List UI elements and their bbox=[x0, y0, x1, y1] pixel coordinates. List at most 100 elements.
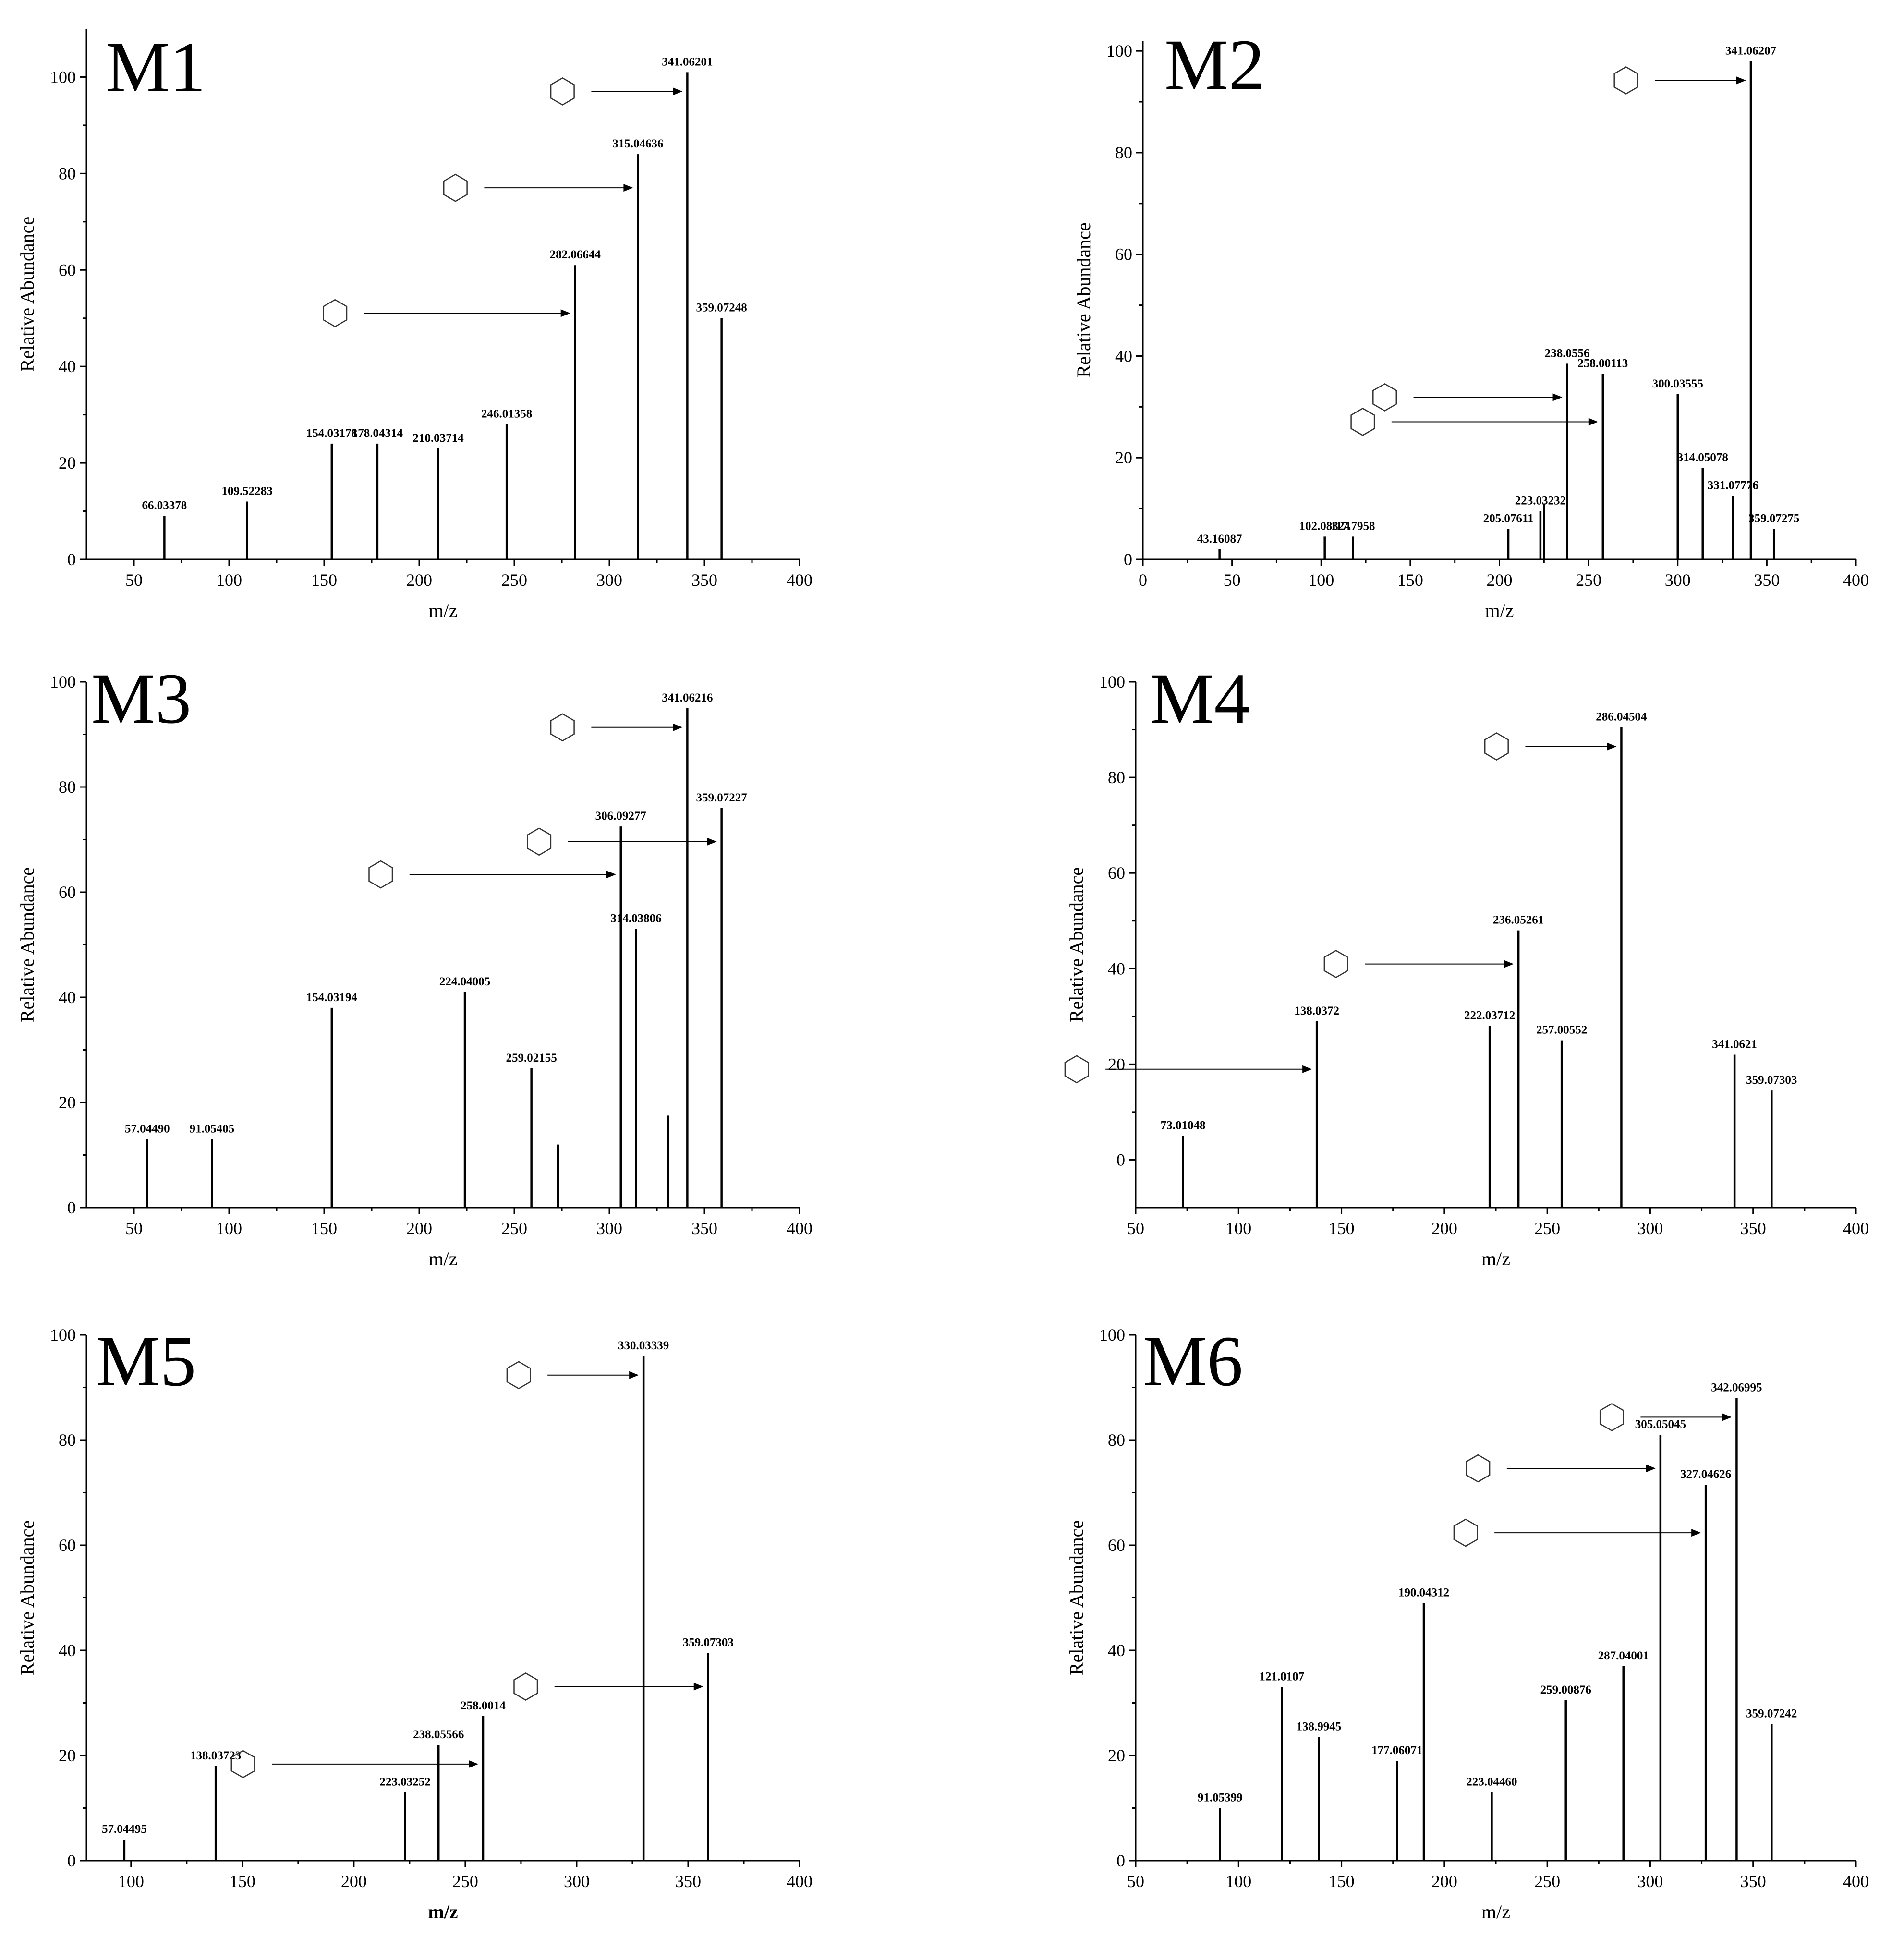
x-tick-label: 300 bbox=[1665, 570, 1691, 590]
peak-label: 236.05261 bbox=[1493, 914, 1544, 927]
peak-label: 154.03194 bbox=[306, 991, 358, 1004]
benzene-ring-icon bbox=[506, 1361, 531, 1390]
peak-label: 259.02155 bbox=[506, 1052, 557, 1065]
annotation-arrowhead-icon bbox=[673, 723, 683, 731]
annotation-arrowhead-icon bbox=[1302, 1065, 1312, 1073]
y-tick-label: 20 bbox=[1108, 1054, 1125, 1074]
annotation-arrowhead-icon bbox=[1646, 1465, 1656, 1473]
benzene-ring-icon bbox=[323, 299, 348, 327]
y-tick-label: 80 bbox=[1108, 1430, 1125, 1450]
peak-label: 342.06995 bbox=[1711, 1381, 1762, 1394]
y-tick-label: 20 bbox=[59, 1093, 76, 1112]
annotation-arrowhead-icon bbox=[606, 871, 616, 879]
y-tick-label: 20 bbox=[1115, 448, 1132, 467]
annotation-arrowhead-icon bbox=[707, 837, 717, 846]
annotation-arrowhead-icon bbox=[673, 87, 683, 96]
peak-label: 73.01048 bbox=[1161, 1119, 1206, 1132]
annotation-arrowhead-icon bbox=[560, 309, 570, 317]
panel-m3: 50 100 150 200 250 300 350 400 0 20 40 60 80 100 m/z Re… bbox=[16, 659, 813, 1270]
x-tick-label: 150 bbox=[311, 1219, 337, 1238]
x-tick-label: 200 bbox=[406, 570, 432, 590]
annotation-arrowhead-icon bbox=[1736, 76, 1746, 85]
x-tick-label: 350 bbox=[1740, 1219, 1766, 1238]
x-tick-label: 150 bbox=[1329, 1219, 1355, 1238]
x-tick-label: 400 bbox=[1843, 1219, 1869, 1238]
fragment-structure-icon bbox=[1599, 1403, 1732, 1431]
x-tick-label: 350 bbox=[675, 1872, 701, 1891]
peak-label: 57.04490 bbox=[125, 1123, 170, 1136]
peak-label: 341.06207 bbox=[1725, 44, 1776, 57]
peak-label: 341.06216 bbox=[662, 691, 713, 704]
y-tick-label: 80 bbox=[1115, 143, 1132, 162]
x-tick-label: 0 bbox=[1139, 570, 1147, 590]
annotation-arrowhead-icon bbox=[1607, 742, 1617, 751]
fragment-structure-icon bbox=[1613, 66, 1746, 95]
fragment-structure-icon bbox=[1466, 1454, 1656, 1483]
y-tick-label: 40 bbox=[59, 1641, 76, 1660]
peak-label: 154.03178 bbox=[306, 427, 357, 440]
x-tick-label: 300 bbox=[564, 1872, 590, 1891]
x-tick-label: 250 bbox=[1534, 1219, 1560, 1238]
benzene-ring-icon bbox=[1064, 1055, 1089, 1084]
peak-label: 138.03723 bbox=[190, 1749, 241, 1762]
fragment-structure-icon bbox=[1064, 1055, 1312, 1084]
benzene-ring-icon bbox=[1323, 950, 1348, 979]
fragment-structure-icon bbox=[506, 1361, 639, 1390]
peak-label: 287.04001 bbox=[1598, 1649, 1649, 1662]
peak-label: 138.0372 bbox=[1294, 1005, 1339, 1017]
x-tick-label: 100 bbox=[216, 1219, 242, 1238]
x-tick-label: 50 bbox=[1127, 1219, 1144, 1238]
x-tick-label: 50 bbox=[125, 1219, 143, 1238]
peak-label: 246.01358 bbox=[481, 408, 532, 421]
x-tick-label: 200 bbox=[406, 1219, 432, 1238]
x-tick-label: 50 bbox=[1127, 1872, 1144, 1891]
x-tick-label: 100 bbox=[1225, 1219, 1251, 1238]
x-tick-label: 350 bbox=[1754, 570, 1780, 590]
y-tick-label: 60 bbox=[1108, 1536, 1125, 1555]
y-tick-label: 100 bbox=[50, 1325, 76, 1344]
x-axis-title: m/z bbox=[1481, 1248, 1510, 1270]
annotation-arrowhead-icon bbox=[1504, 960, 1514, 968]
peak-label: 205.07611 bbox=[1483, 512, 1534, 525]
y-tick-label: 60 bbox=[59, 260, 76, 279]
y-tick-label: 40 bbox=[1108, 959, 1125, 978]
peak-label: 223.03252 bbox=[379, 1776, 430, 1789]
peak-label: 341.06201 bbox=[662, 55, 713, 68]
peak-label: 257.00552 bbox=[1536, 1024, 1587, 1037]
peak-label: 359.07242 bbox=[1746, 1707, 1797, 1720]
x-tick-label: 50 bbox=[125, 570, 143, 590]
y-tick-label: 100 bbox=[1099, 672, 1125, 691]
panel-m4: 50 100 150 200 250 300 350 400 0 20 40 60 80 100 m/z Re… bbox=[1064, 659, 1869, 1270]
fragment-structure-icon bbox=[230, 1750, 479, 1779]
benzene-ring-icon bbox=[368, 860, 393, 889]
panel-m6: 50 100 150 200 250 300 350 400 0 20 40 60 80 100 m/z Re… bbox=[1066, 1321, 1869, 1923]
annotation-arrowhead-icon bbox=[623, 184, 633, 192]
y-tick-label: 0 bbox=[67, 550, 76, 569]
peak-label: 314.03806 bbox=[610, 912, 661, 925]
fragment-structure-icon bbox=[1372, 383, 1563, 412]
panel-label: M3 bbox=[91, 659, 191, 738]
peak-label: 359.07303 bbox=[1746, 1074, 1797, 1087]
x-tick-label: 350 bbox=[691, 570, 717, 590]
benzene-ring-icon bbox=[550, 77, 575, 106]
peak-label: 222.03712 bbox=[1464, 1009, 1515, 1022]
x-tick-label: 200 bbox=[1487, 570, 1513, 590]
fragment-structure-icon bbox=[1350, 408, 1598, 436]
peak-label: 43.16087 bbox=[1197, 533, 1242, 545]
y-tick-label: 0 bbox=[67, 1198, 76, 1217]
y-tick-label: 20 bbox=[1108, 1746, 1125, 1765]
benzene-ring-icon bbox=[1613, 66, 1638, 95]
fragment-structure-icon bbox=[1484, 732, 1617, 761]
y-axis-title: Relative Abundance bbox=[16, 1520, 38, 1675]
x-tick-label: 250 bbox=[452, 1872, 478, 1891]
peak-label: 259.00876 bbox=[1540, 1683, 1591, 1696]
peak-label: 177.06071 bbox=[1371, 1744, 1422, 1757]
y-tick-label: 0 bbox=[1116, 1851, 1125, 1870]
y-tick-label: 60 bbox=[1115, 245, 1132, 264]
x-axis-title: m/z bbox=[429, 1248, 458, 1270]
x-tick-label: 400 bbox=[787, 1872, 813, 1891]
y-tick-label: 40 bbox=[1108, 1641, 1125, 1660]
y-axis-title: Relative Abundance bbox=[16, 217, 38, 372]
y-axis-title: Relative Abundance bbox=[1066, 867, 1087, 1022]
fragment-structure-icon bbox=[550, 77, 683, 106]
